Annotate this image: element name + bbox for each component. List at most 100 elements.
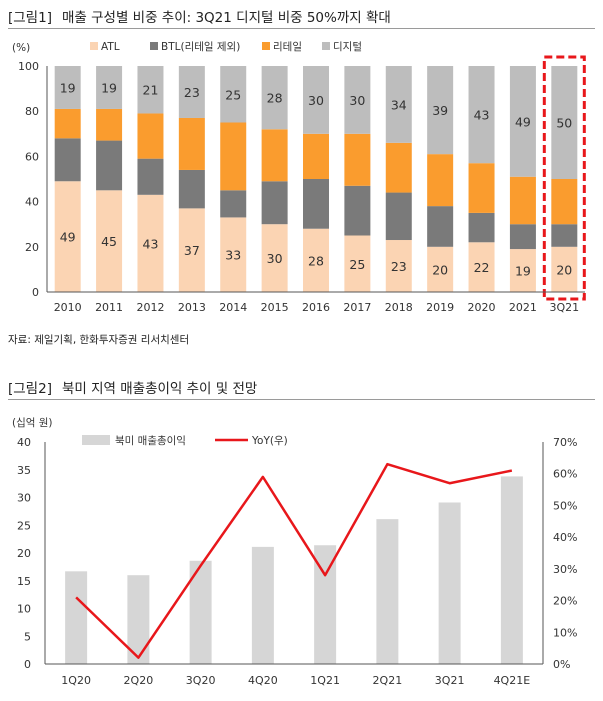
legend-label-gross-profit: 북미 매출총이익 xyxy=(115,435,186,447)
data-label-atl: 20 xyxy=(556,262,572,277)
bar-segment-retail xyxy=(303,133,329,179)
y2-tick-label: 30% xyxy=(553,563,577,576)
x-tick-label: 2015 xyxy=(261,301,289,314)
data-label-atl: 43 xyxy=(143,236,159,251)
data-label-atl: 45 xyxy=(101,234,117,249)
data-label-digital: 19 xyxy=(60,80,76,95)
y-tick-label: 35 xyxy=(17,464,31,477)
y-tick-label: 0 xyxy=(32,286,39,299)
y-tick-label: 15 xyxy=(17,575,31,588)
bar-segment-atl xyxy=(54,181,81,292)
bar-gross-profit xyxy=(500,476,523,664)
bar-segment-retail xyxy=(96,108,123,141)
y-tick-label: 20 xyxy=(25,241,39,254)
x-tick-label: 2016 xyxy=(302,301,330,314)
x-tick-label: 2018 xyxy=(385,301,413,314)
legend-swatch-gross-profit xyxy=(82,435,110,445)
y-tick-label: 20 xyxy=(17,547,31,560)
data-label-atl: 19 xyxy=(515,264,531,279)
data-label-digital: 30 xyxy=(349,93,365,108)
figure1-title-rule xyxy=(8,28,595,29)
bar-segment-btl xyxy=(178,169,205,209)
bar-gross-profit xyxy=(438,502,461,664)
bar-segment-retail xyxy=(427,154,454,207)
bar-segment-btl xyxy=(261,181,288,225)
bar-segment-retail xyxy=(468,163,495,213)
x-tick-label: 2010 xyxy=(54,301,82,314)
bar-segment-digital xyxy=(220,66,247,123)
data-label-digital: 28 xyxy=(267,91,283,106)
figure1-tag: [그림1] xyxy=(8,10,52,26)
data-label-atl: 23 xyxy=(391,259,407,274)
bar-gross-profit xyxy=(189,560,212,664)
x-tick-label: 2020 xyxy=(468,301,496,314)
figure2-title-text: 북미 지역 매출총이익 추이 및 전망 xyxy=(61,381,258,397)
bar-segment-digital xyxy=(137,66,164,114)
bar-segment-digital xyxy=(551,66,578,179)
data-label-digital: 39 xyxy=(432,103,448,118)
legend-swatch-digital xyxy=(322,42,330,50)
x-tick-label: 2013 xyxy=(178,301,206,314)
bar-segment-retail xyxy=(551,179,578,225)
bar-segment-retail xyxy=(261,129,288,182)
data-label-atl: 49 xyxy=(60,230,76,245)
legend-label-retail: 리테일 xyxy=(273,40,302,53)
data-label-digital: 49 xyxy=(515,114,531,129)
x-tick-label: 2017 xyxy=(343,301,371,314)
bar-segment-btl xyxy=(303,179,329,229)
x-tick-label: 3Q21 xyxy=(435,674,465,687)
data-label-atl: 33 xyxy=(225,248,241,263)
highlight-box-3q21 xyxy=(542,55,586,301)
x-tick-label: 2014 xyxy=(219,301,247,314)
x-tick-label: 1Q20 xyxy=(61,674,91,687)
bar-segment-digital xyxy=(509,66,536,177)
legend-swatch-retail xyxy=(262,42,270,50)
x-tick-label: 4Q20 xyxy=(248,674,278,687)
data-label-digital: 50 xyxy=(556,116,572,131)
bar-segment-atl xyxy=(427,246,454,292)
bar-segment-atl xyxy=(96,190,123,292)
figure1-title: [그림1] 매출 구성별 비중 추이: 3Q21 디지털 비중 50%까지 확대 xyxy=(8,6,391,26)
y-tick-label: 25 xyxy=(17,519,31,532)
bar-segment-btl xyxy=(509,224,536,250)
bar-gross-profit xyxy=(376,519,399,664)
bar-segment-digital xyxy=(96,66,123,109)
y-tick-label: 60 xyxy=(25,150,39,163)
bar-segment-btl xyxy=(385,192,412,241)
bar-segment-atl xyxy=(509,249,536,292)
bar-gross-profit xyxy=(65,571,88,664)
composition-stacked-bar-chart: (%) ATL BTL(리테일 제외) 리테일 디지털 0 20 40 60 80 100 49 19 2… xyxy=(12,40,586,314)
bar-segment-btl xyxy=(96,140,123,191)
y2-tick-label: 60% xyxy=(553,468,577,481)
bar-segment-atl xyxy=(385,240,412,292)
bar-segment-btl xyxy=(344,185,371,236)
bar-segment-btl xyxy=(468,212,495,243)
bar-gross-profit xyxy=(314,545,337,664)
y-axis-title: (십억 원) xyxy=(12,417,53,429)
bar-segment-digital xyxy=(54,66,81,109)
bar-segment-atl xyxy=(178,208,205,292)
y-tick-label: 30 xyxy=(17,492,31,505)
x-tick-label: 4Q21E xyxy=(494,674,531,687)
data-label-digital: 23 xyxy=(184,85,200,100)
y-axis-unit-label: (%) xyxy=(12,42,30,54)
bar-segment-atl xyxy=(261,224,288,292)
data-label-atl: 20 xyxy=(432,262,448,277)
bar-segment-retail xyxy=(178,117,205,170)
bar-segment-atl xyxy=(468,242,495,292)
line-yoy xyxy=(75,462,513,659)
x-tick-label: 2011 xyxy=(95,301,123,314)
bar-gross-profit xyxy=(251,546,274,664)
bar-segment-retail xyxy=(220,122,247,191)
figure2-tag: [그림2] xyxy=(8,381,52,397)
data-label-atl: 30 xyxy=(267,251,283,266)
figure1-title-text: 매출 구성별 비중 추이: 3Q21 디지털 비중 50%까지 확대 xyxy=(61,10,391,26)
bar-segment-atl xyxy=(344,235,371,292)
data-label-atl: 22 xyxy=(474,260,490,275)
legend-swatch-btl xyxy=(150,42,158,50)
data-label-digital: 34 xyxy=(391,97,407,112)
north-america-gross-profit-chart: (십억 원) 북미 매출총이익 YoY(우) 0 5 10 15 20 25 30 35 40 0% 10… xyxy=(12,417,577,687)
bar-segment-btl xyxy=(427,206,454,247)
data-label-digital: 21 xyxy=(143,83,159,98)
y-tick-label: 80 xyxy=(25,105,39,118)
